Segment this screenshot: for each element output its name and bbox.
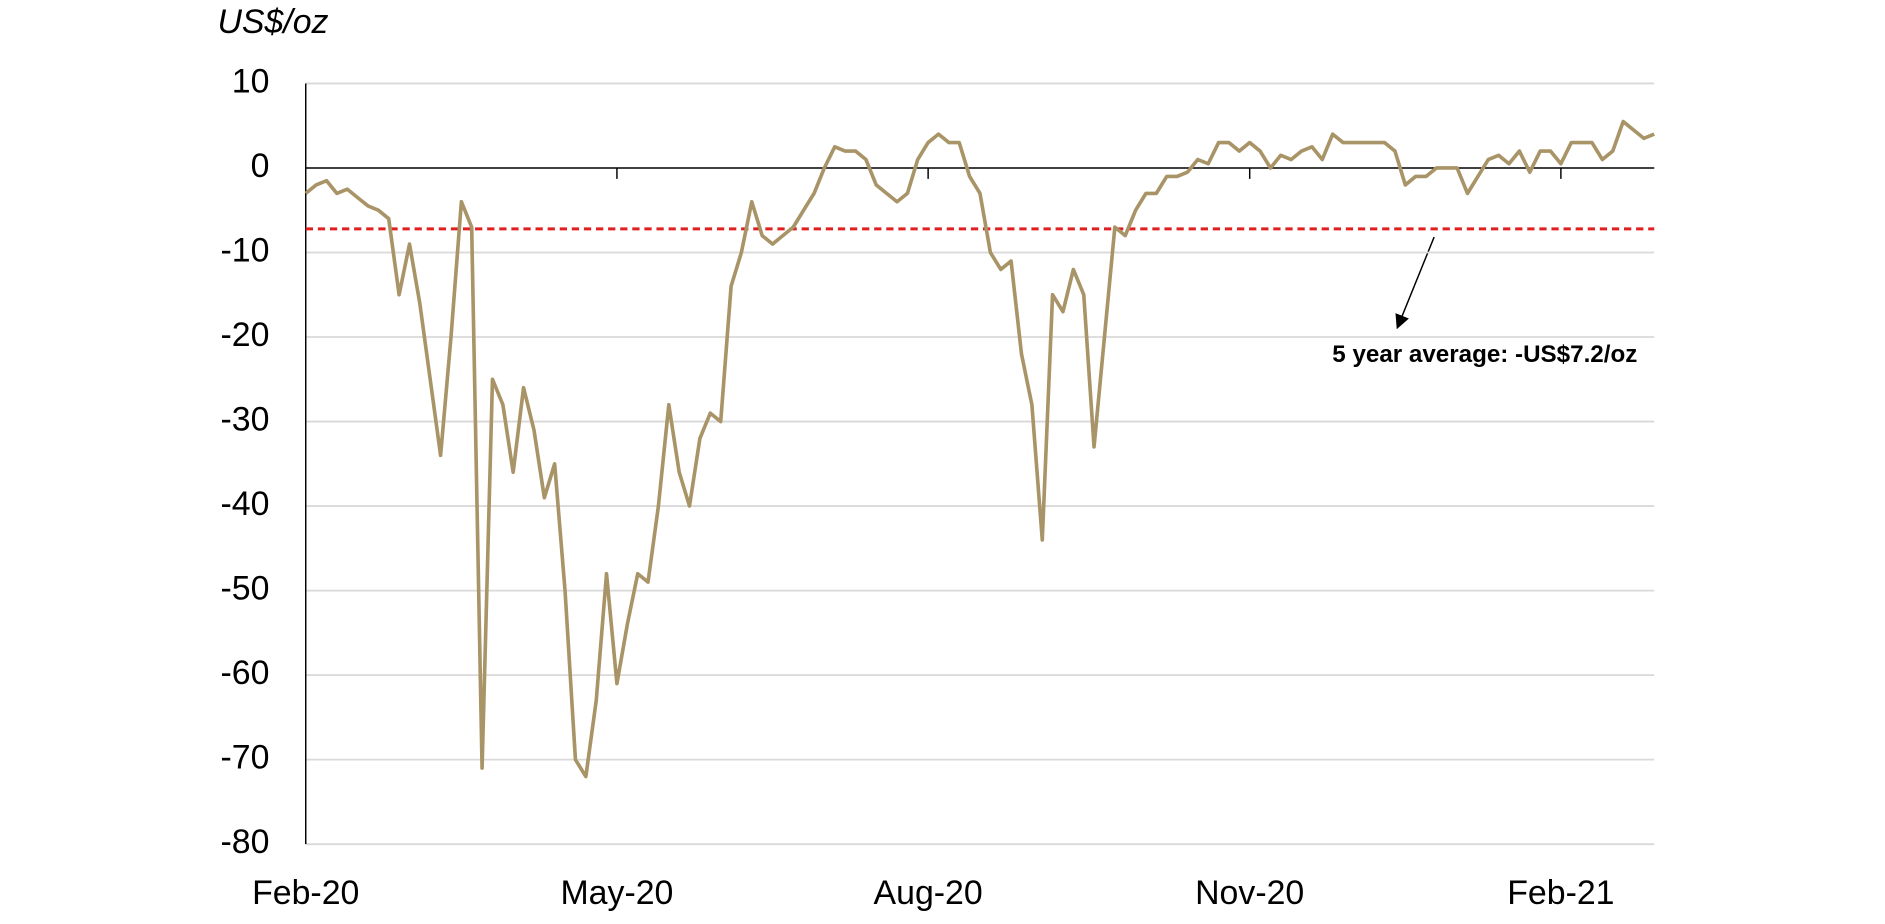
x-tick-label: May-20 [560, 874, 673, 912]
y-tick-label: -40 [221, 485, 270, 523]
x-tick-label: Aug-20 [874, 874, 983, 912]
y-tick-label: 10 [232, 62, 270, 100]
y-tick-label: -10 [221, 231, 270, 269]
x-tick-label: Feb-20 [252, 874, 359, 912]
y-tick-label: 0 [251, 147, 270, 185]
data-line [304, 119, 1655, 779]
y-tick-label: -30 [221, 400, 270, 438]
reference-label: 5 year average: -US$7.2/oz [1332, 341, 1637, 368]
y-tick-label: -80 [221, 823, 270, 861]
y-tick-label: -50 [221, 570, 270, 608]
y-tick-label: -20 [221, 316, 270, 354]
y-tick-label: -60 [221, 654, 270, 692]
x-tick-label: Feb-21 [1507, 874, 1614, 912]
x-tick-label: Nov-20 [1195, 874, 1304, 912]
y-axis-label: US$/oz [217, 3, 328, 41]
y-tick-label: -70 [221, 739, 270, 777]
